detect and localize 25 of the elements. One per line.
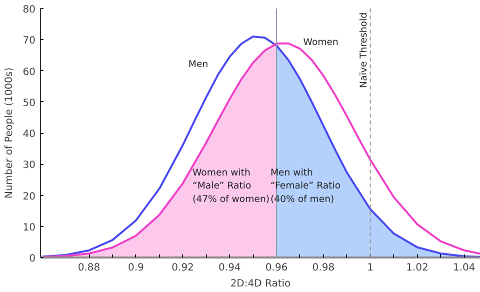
y-tick-label: 50 <box>22 98 36 109</box>
x-tick-label: 0.96 <box>265 262 288 274</box>
y-tick-label: 70 <box>22 36 36 47</box>
y-tick-label: 10 <box>22 222 36 234</box>
y-tick-label: 20 <box>22 191 36 202</box>
y-tick-label: 40 <box>22 129 36 140</box>
x-tick-label: 1.02 <box>406 262 428 274</box>
x-axis-title: 2D:4D Ratio <box>230 278 291 290</box>
series-label: Men <box>188 59 208 70</box>
ref-line-label: Naïve Threshold <box>358 12 370 88</box>
x-tick-label: 0.88 <box>78 262 100 274</box>
y-tick-label: 80 <box>22 4 36 16</box>
y-axis-title: Number of People (1000s) <box>4 67 15 199</box>
x-tick-label: 0.94 <box>218 262 241 274</box>
x-tick-label: 0.98 <box>312 262 335 274</box>
x-tick-label: 1 <box>367 262 374 274</box>
y-tick-label: 60 <box>22 66 36 78</box>
series-label: Women <box>303 36 338 48</box>
x-tick-label: 1.04 <box>452 262 476 274</box>
y-tick-label: 30 <box>22 160 36 172</box>
annotation: Men with “Female” Ratio (40% of men) <box>270 168 341 205</box>
y-tick-label: 0 <box>29 254 36 264</box>
annotation: Women with “Male” Ratio (47% of women) <box>192 168 270 205</box>
x-tick-label: 0.9 <box>128 262 144 274</box>
x-tick-label: 0.92 <box>172 262 194 274</box>
